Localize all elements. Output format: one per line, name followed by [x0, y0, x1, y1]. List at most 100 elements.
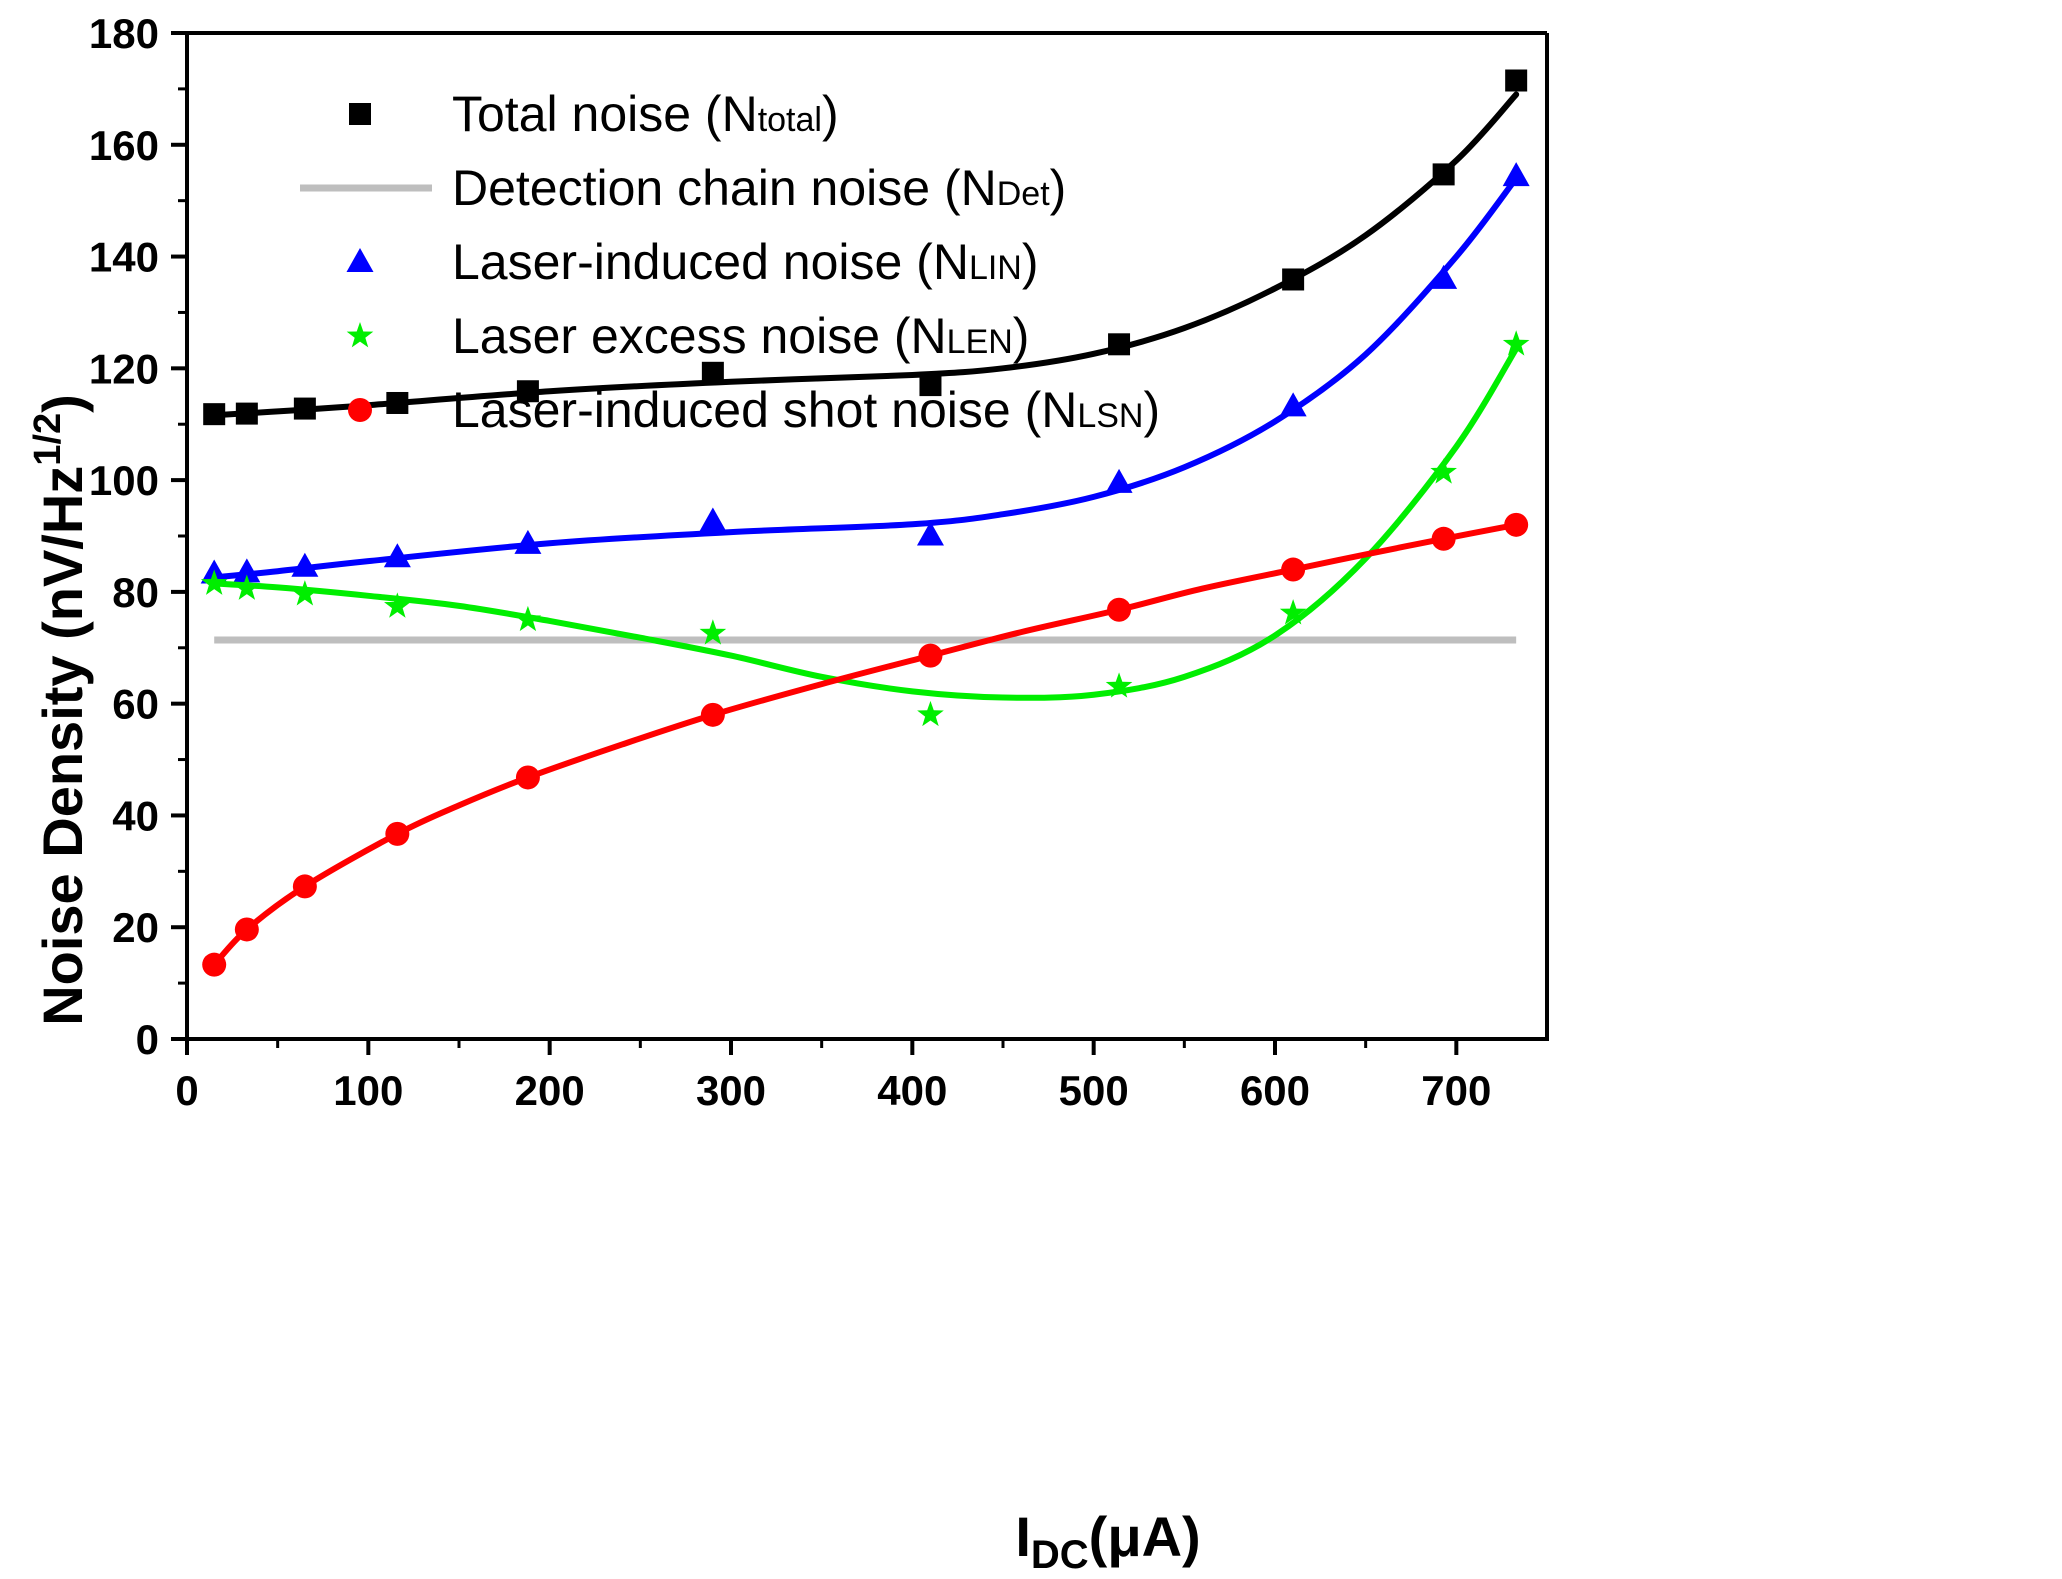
legend-swatch-laser-induced-shot-noise — [348, 398, 372, 422]
data-point-laser-excess-noise — [384, 592, 411, 618]
y-tick-label: 40 — [112, 792, 159, 839]
data-point-laser-induced-noise — [1430, 264, 1458, 289]
x-tick-label: 0 — [175, 1067, 198, 1114]
data-point-laser-induced-shot-noise — [1107, 597, 1132, 622]
y-tick-label: 160 — [89, 122, 159, 169]
data-point-laser-induced-shot-noise — [1504, 512, 1529, 537]
data-point-laser-induced-noise — [1279, 392, 1307, 417]
data-point-laser-excess-noise — [1279, 599, 1307, 625]
data-point-laser-excess-noise — [1105, 672, 1133, 698]
data-point-laser-induced-noise — [233, 558, 261, 583]
series-total-noise — [203, 69, 1528, 426]
data-point-laser-induced-shot-noise — [700, 702, 725, 727]
data-point-laser-induced-shot-noise — [292, 874, 317, 899]
legend-label-end: ) — [1013, 308, 1030, 364]
legend-swatch-laser-excess-noise — [346, 322, 374, 348]
legend-item-laser-excess-noise: Laser excess noise (NLEN) — [346, 308, 1029, 364]
data-point-laser-excess-noise — [1430, 458, 1457, 484]
legend: Total noise (Ntotal)Detection chain nois… — [300, 86, 1160, 438]
legend-label-sub: Det — [997, 175, 1050, 213]
x-tick-label: 600 — [1240, 1067, 1310, 1114]
legend-label-end: ) — [1050, 160, 1067, 216]
data-point-laser-induced-shot-noise — [918, 643, 943, 668]
fit-curve-laser-induced-noise — [211, 175, 1520, 581]
data-point-laser-excess-noise — [514, 605, 542, 632]
axes-layer: 0 100 200 300 400 500 600 700 0 20 40 60 80 100 120 140… — [89, 10, 1549, 1114]
legend-item-laser-induced-noise: Laser-induced noise (NLIN) — [346, 234, 1039, 290]
y-axis-title-main: Noise Density (nV/Hz — [31, 466, 94, 1026]
x-tick-label: 100 — [333, 1067, 403, 1114]
series-laser-induced-shot-noise — [202, 512, 1529, 977]
y-tick-label: 100 — [89, 457, 159, 504]
legend-label-main: Laser-induced noise (N — [452, 234, 969, 290]
x-tick-label: 500 — [1059, 1067, 1129, 1114]
legend-label-end: ) — [822, 86, 839, 142]
legend-item-detection-chain-noise: Detection chain noise (NDet) — [300, 160, 1066, 216]
legend-swatch-laser-induced-noise — [346, 248, 374, 272]
x-axis-title-main: I — [1015, 1505, 1031, 1568]
legend-swatch-total-noise — [349, 103, 371, 125]
data-point-laser-induced-noise — [916, 521, 944, 546]
data-point-total-noise — [1505, 69, 1528, 92]
data-point-laser-induced-noise — [514, 529, 542, 554]
data-point-laser-induced-shot-noise — [1281, 557, 1306, 582]
data-point-laser-induced-noise — [699, 507, 727, 532]
data-point-laser-induced-shot-noise — [234, 917, 259, 942]
data-point-total-noise — [701, 361, 724, 384]
y-tick-label: 0 — [136, 1016, 159, 1063]
legend-label-total-noise: Total noise (Ntotal) — [452, 86, 839, 142]
legend-label-main: Laser-induced shot noise (N — [452, 382, 1077, 438]
x-axis-title-sub: DC — [1031, 1533, 1089, 1577]
y-tick-label: 60 — [112, 681, 159, 728]
legend-label-laser-induced-noise: Laser-induced noise (NLIN) — [452, 234, 1039, 290]
data-point-laser-induced-noise — [383, 543, 411, 568]
data-point-laser-induced-noise — [291, 552, 319, 577]
x-tick-label: 400 — [877, 1067, 947, 1114]
legend-label-laser-induced-shot-noise: Laser-induced shot noise (NLSN) — [452, 382, 1160, 438]
data-point-laser-excess-noise — [699, 619, 727, 645]
y-tick-label: 140 — [89, 234, 159, 281]
x-tick-label: 700 — [1421, 1067, 1491, 1114]
legend-label-sub: LEN — [947, 323, 1013, 361]
data-point-total-noise — [1432, 163, 1455, 186]
data-point-total-noise — [386, 391, 409, 414]
legend-label-main: Laser excess noise (N — [452, 308, 947, 364]
data-point-total-noise — [203, 403, 226, 426]
data-point-laser-excess-noise — [200, 569, 228, 595]
series-laser-excess-noise — [200, 330, 1530, 727]
data-point-total-noise — [516, 380, 539, 403]
legend-label-laser-excess-noise: Laser excess noise (NLEN) — [452, 308, 1029, 364]
legend-label-end: ) — [1022, 234, 1039, 290]
x-axis-title: IDC(μA) — [1015, 1505, 1200, 1577]
legend-label-sub: total — [758, 101, 822, 139]
legend-item-total-noise: Total noise (Ntotal) — [349, 86, 839, 142]
data-point-total-noise — [293, 397, 316, 420]
y-tick-label: 80 — [112, 569, 159, 616]
data-point-total-noise — [235, 402, 258, 425]
data-point-total-noise — [1108, 333, 1131, 356]
legend-item-laser-induced-shot-noise: Laser-induced shot noise (NLSN) — [348, 382, 1160, 438]
y-axis-title-end: ) — [31, 394, 94, 413]
legend-label-main: Total noise (N — [452, 86, 758, 142]
data-point-laser-induced-shot-noise — [1431, 526, 1456, 551]
x-axis-title-rest: (μA) — [1089, 1505, 1201, 1568]
y-axis-title: Noise Density (nV/Hz1/2) — [27, 394, 94, 1026]
data-point-laser-excess-noise — [291, 580, 319, 606]
legend-label-main: Detection chain noise (N — [452, 160, 997, 216]
data-point-laser-excess-noise — [233, 574, 261, 600]
x-tick-label: 300 — [696, 1067, 766, 1114]
series-layer — [200, 69, 1530, 977]
data-point-laser-induced-noise — [1502, 162, 1530, 187]
legend-label-sub: LSN — [1077, 397, 1143, 435]
y-tick-label: 120 — [89, 345, 159, 392]
data-point-laser-induced-shot-noise — [515, 765, 540, 790]
y-axis-title-sup: 1/2 — [27, 413, 69, 466]
data-point-laser-induced-noise — [1105, 468, 1133, 493]
data-point-total-noise — [919, 374, 942, 397]
y-tick-label: 180 — [89, 10, 159, 57]
data-point-total-noise — [1282, 268, 1305, 291]
legend-label-sub: LIN — [969, 249, 1022, 287]
data-point-laser-excess-noise — [1502, 330, 1530, 356]
